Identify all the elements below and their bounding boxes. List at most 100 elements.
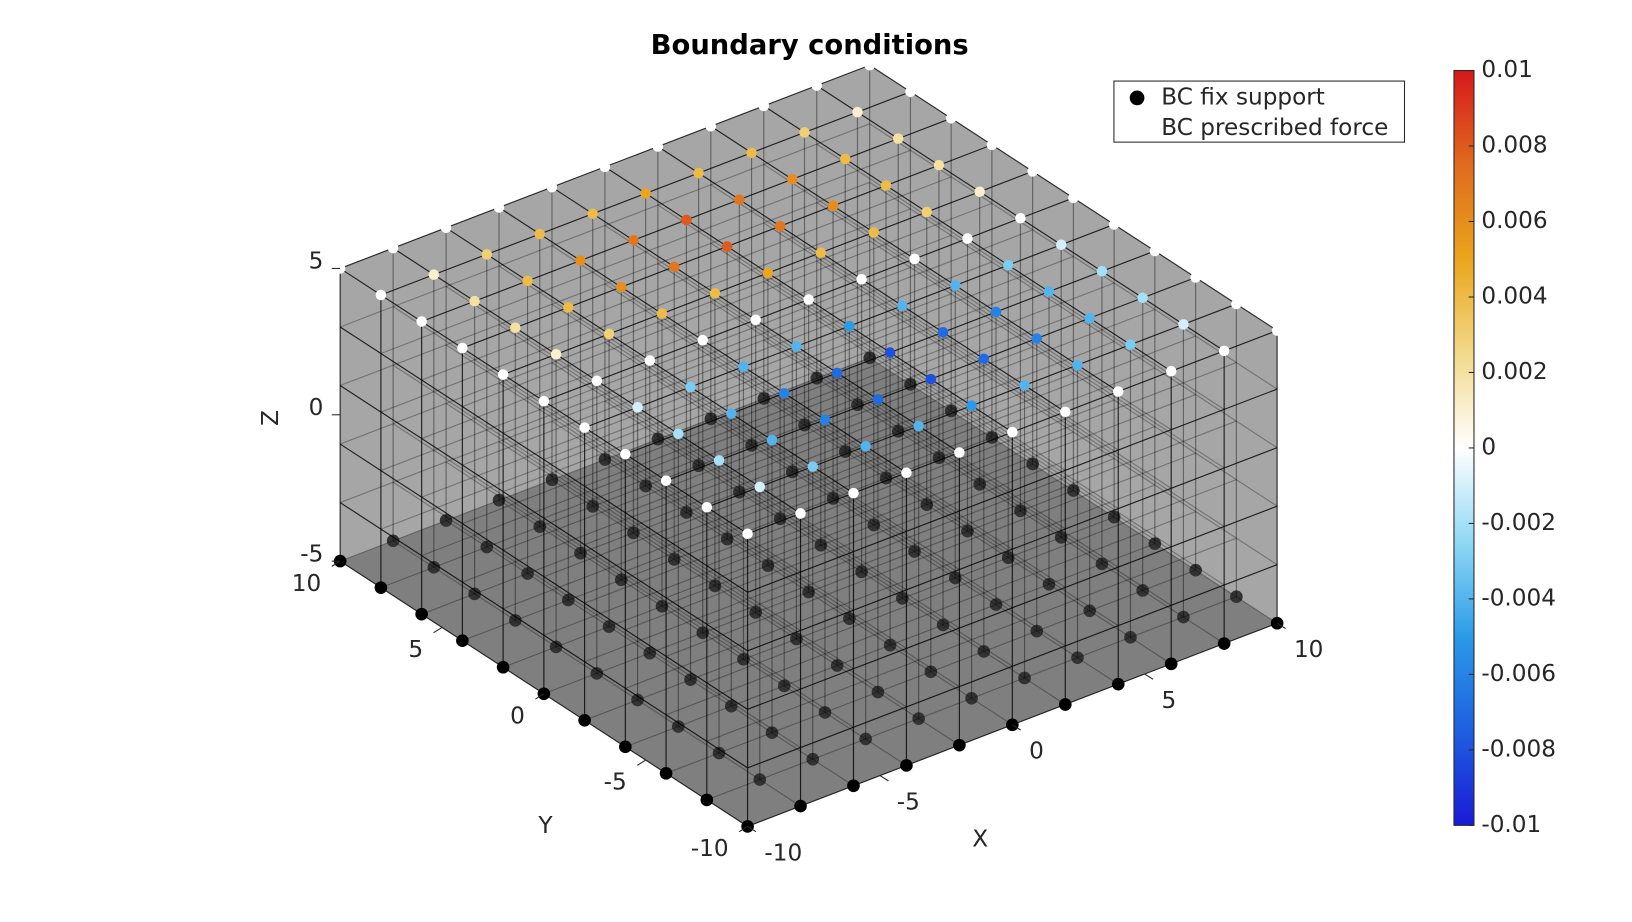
prescribed-force-point bbox=[892, 133, 904, 144]
mesh-edge bbox=[339, 443, 748, 710]
mesh-edge bbox=[498, 382, 907, 649]
prescribed-force-point bbox=[750, 314, 761, 326]
mesh-edge bbox=[604, 459, 1013, 726]
prescribed-force-point bbox=[685, 381, 696, 393]
prescribed-force-point bbox=[978, 353, 990, 365]
mesh-edge bbox=[657, 438, 1066, 705]
mesh-edge bbox=[543, 255, 1074, 461]
prescribed-force-point bbox=[1060, 406, 1071, 418]
prescribed-force-point bbox=[990, 306, 1002, 318]
prescribed-force-point bbox=[632, 402, 643, 413]
prescribed-force-point bbox=[681, 214, 692, 226]
prescribed-force-point bbox=[652, 141, 664, 152]
prescribed-force-point bbox=[660, 475, 672, 486]
mesh-edge bbox=[392, 423, 801, 690]
mesh-edge bbox=[625, 308, 1156, 514]
mesh-edge bbox=[339, 240, 870, 445]
y-tick-label: -5 bbox=[604, 770, 627, 796]
fix-support-point bbox=[374, 581, 388, 594]
prescribed-force-point bbox=[864, 60, 875, 71]
prescribed-force-point bbox=[697, 334, 708, 346]
mesh-edge bbox=[604, 283, 1013, 550]
mesh-edge bbox=[625, 426, 1156, 631]
chart-title: Boundary conditions bbox=[651, 30, 969, 61]
mesh-edge bbox=[657, 321, 1066, 588]
prescribed-force-point bbox=[1096, 266, 1108, 277]
mesh-edge bbox=[445, 461, 854, 728]
mesh-edge bbox=[380, 325, 911, 530]
colorbar-tick-label: 0 bbox=[1481, 434, 1496, 460]
prescribed-force-point bbox=[803, 294, 814, 305]
mesh-edge bbox=[392, 481, 801, 749]
mesh-edge bbox=[706, 479, 1237, 684]
legend-box bbox=[1113, 80, 1406, 143]
prescribed-force-point bbox=[1112, 386, 1124, 397]
mesh-edge bbox=[665, 569, 1196, 774]
prescribed-force-point bbox=[884, 347, 896, 358]
prescribed-force-point bbox=[603, 328, 615, 340]
mesh-edge bbox=[816, 260, 1225, 527]
prescribed-force-point bbox=[734, 194, 745, 205]
prescribed-force-point bbox=[640, 188, 651, 199]
fix-support-point bbox=[659, 767, 673, 780]
x-tick bbox=[879, 775, 889, 782]
mesh-edge bbox=[816, 377, 1225, 645]
prescribed-force-point bbox=[819, 414, 831, 425]
prescribed-force-point bbox=[868, 227, 880, 238]
mesh-edge bbox=[584, 516, 1115, 721]
prescribed-force-point bbox=[844, 320, 855, 332]
prescribed-force-point bbox=[1218, 345, 1230, 357]
mesh-edge bbox=[869, 181, 1278, 449]
prescribed-force-point bbox=[1007, 426, 1018, 438]
colorbar-tick-label: -0.006 bbox=[1481, 661, 1556, 687]
colorbar-tick-label: -0.004 bbox=[1481, 585, 1556, 611]
mesh-edge bbox=[498, 324, 907, 591]
prescribed-force-point bbox=[766, 434, 778, 446]
prescribed-force-point bbox=[628, 234, 639, 246]
z-axis-label: Z bbox=[258, 410, 284, 426]
mesh-edge bbox=[710, 301, 1119, 568]
mesh-edge bbox=[421, 293, 952, 498]
prescribed-force-point bbox=[856, 273, 867, 285]
mesh-edge bbox=[706, 596, 1237, 801]
legend-marker bbox=[1129, 90, 1145, 106]
prescribed-force-point bbox=[497, 369, 509, 380]
prescribed-force-point bbox=[693, 167, 704, 179]
mesh-edge bbox=[869, 357, 1278, 624]
mesh-edge bbox=[392, 364, 801, 631]
mesh-edge bbox=[710, 242, 1119, 510]
prescribed-force-point bbox=[778, 387, 790, 399]
prescribed-force-point bbox=[807, 461, 819, 472]
prescribed-force-point bbox=[563, 302, 574, 313]
prescribed-force-point bbox=[921, 206, 933, 218]
mesh-edge bbox=[584, 399, 1115, 604]
mesh-edge bbox=[421, 176, 952, 381]
prescribed-force-point bbox=[860, 440, 871, 452]
prescribed-force-point bbox=[1055, 239, 1067, 251]
mesh-edge bbox=[380, 149, 911, 355]
prescribed-force-point bbox=[440, 222, 452, 234]
x-axis-label: X bbox=[972, 827, 988, 853]
prescribed-force-point bbox=[962, 233, 973, 244]
colorbar-tick-label: -0.002 bbox=[1481, 510, 1556, 536]
mesh-edge bbox=[339, 385, 748, 652]
legend-marker bbox=[1129, 121, 1145, 136]
prescribed-force-point bbox=[913, 420, 924, 432]
mesh-edge bbox=[551, 303, 960, 571]
prescribed-force-point bbox=[620, 448, 631, 460]
mesh-edge bbox=[380, 208, 911, 413]
y-tick bbox=[637, 759, 646, 766]
mesh-edge bbox=[763, 398, 1172, 665]
mesh-edge bbox=[339, 298, 870, 504]
prescribed-force-point bbox=[587, 208, 598, 219]
prescribed-force-point bbox=[481, 249, 493, 260]
mesh-edge bbox=[502, 463, 1033, 668]
mesh-edge bbox=[625, 484, 1156, 689]
mesh-edge bbox=[710, 418, 1119, 685]
prescribed-force-point bbox=[758, 100, 770, 112]
prescribed-force-point bbox=[701, 501, 713, 513]
prescribed-force-point bbox=[644, 355, 656, 366]
prescribed-force-point bbox=[591, 375, 603, 387]
colorbar-tick-label: 0.004 bbox=[1481, 283, 1547, 309]
prescribed-force-point bbox=[550, 348, 562, 360]
